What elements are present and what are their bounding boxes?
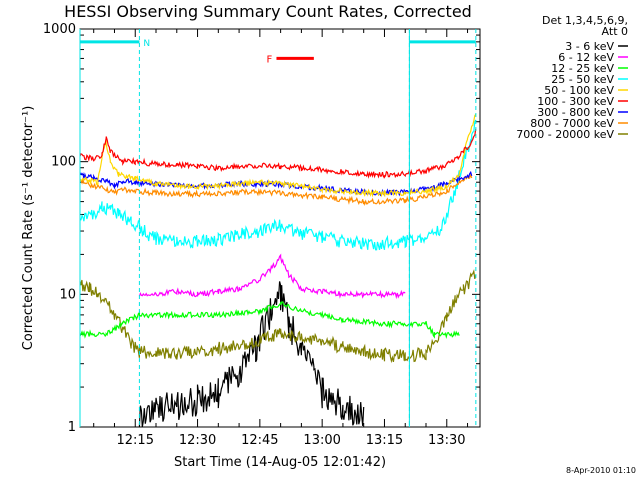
footer-timestamp: 8-Apr-2010 01:10 bbox=[566, 466, 636, 475]
legend-label: 7000 - 20000 keV bbox=[516, 128, 614, 141]
x-tick-label: 12:15 bbox=[117, 433, 154, 448]
series-line bbox=[79, 119, 477, 251]
legend-header: Att 0 bbox=[602, 25, 628, 38]
y-tick-label: 1000 bbox=[43, 22, 76, 37]
x-axis-label: Start Time (14-Aug-05 12:01:42) bbox=[174, 455, 386, 470]
legend-header: Det 1,3,4,5,6,9, bbox=[542, 14, 628, 27]
series-line bbox=[138, 281, 365, 428]
chart-title: HESSI Observing Summary Count Rates, Cor… bbox=[64, 2, 472, 21]
legend-label: 100 - 300 keV bbox=[537, 95, 614, 108]
legend-label: 300 - 800 keV bbox=[537, 106, 614, 119]
x-tick-label: 13:00 bbox=[303, 433, 340, 448]
y-axis-label: Corrected Count Rate (s⁻¹ detector⁻¹) bbox=[21, 106, 36, 351]
legend-label: 3 - 6 keV bbox=[565, 40, 614, 53]
legend-label: 800 - 7000 keV bbox=[530, 117, 614, 130]
x-tick-label: 12:30 bbox=[179, 433, 216, 448]
y-tick-label: 10 bbox=[59, 287, 76, 302]
legend-label: 6 - 12 keV bbox=[558, 51, 614, 64]
legend-label: 25 - 50 keV bbox=[551, 73, 614, 86]
legend-label: 50 - 100 keV bbox=[544, 84, 614, 97]
night-label: N bbox=[143, 39, 150, 49]
series-line bbox=[79, 172, 473, 206]
flag-label: F bbox=[266, 54, 272, 65]
series-line bbox=[138, 253, 406, 300]
x-tick-label: 13:15 bbox=[366, 433, 403, 448]
legend-label: 12 - 25 keV bbox=[551, 62, 614, 75]
y-tick-label: 1 bbox=[68, 420, 76, 435]
annotations: NF bbox=[79, 29, 477, 427]
y-tick-label: 100 bbox=[51, 155, 76, 170]
x-tick-label: 13:30 bbox=[428, 433, 465, 448]
x-tick-label: 12:45 bbox=[241, 433, 278, 448]
series-line bbox=[79, 300, 460, 340]
axis-ticks: 1 10 100 1000 12:15 12:30 12:45 13:00 13:15 13:30 bbox=[43, 22, 480, 448]
